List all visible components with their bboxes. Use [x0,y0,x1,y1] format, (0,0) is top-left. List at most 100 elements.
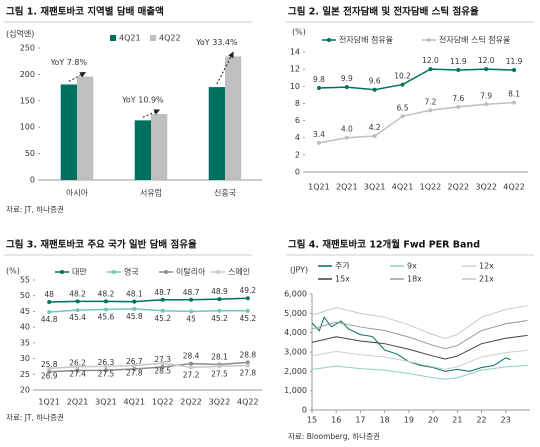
data-label: 26.7 [126,357,143,366]
x-tick-label: 17 [355,416,365,425]
y-tick-label: 50 [25,149,35,158]
point [217,364,222,369]
data-label: 48.2 [98,289,115,298]
bar [77,76,94,180]
x-tick-label: 23 [501,416,511,425]
data-label: 7.9 [480,91,492,100]
data-label: 27.3 [154,355,171,364]
point [47,300,52,304]
legend-marker [164,270,168,274]
x-tick-label: 1Q21 [308,183,330,192]
data-label: 48.1 [126,290,143,299]
point [217,308,222,313]
series-line [49,361,248,373]
x-tick-label: 1Q21 [38,398,60,407]
y-unit: (%) [292,28,306,37]
point [132,366,137,371]
point [47,366,52,371]
point [132,363,137,368]
y-tick-label: 0 [30,176,35,185]
point [160,361,165,366]
x-tick-label: 서유럽 [140,189,162,198]
data-label: 27.4 [69,370,86,379]
point [189,361,194,366]
legend-label: 스페인 [228,267,250,277]
point [189,297,194,302]
y-tick-label: 50 [20,291,30,300]
y-tick-label: 4 [295,133,300,142]
point [132,306,137,311]
yoy-arrow [68,72,87,82]
legend-label: 15x [335,275,350,284]
data-label: 11.9 [450,57,467,66]
series-line [318,68,515,91]
point [47,310,52,315]
point [103,307,108,312]
data-label: 45.2 [211,314,228,323]
point [75,368,80,373]
data-label: 9.6 [369,77,381,86]
data-label: 7.2 [424,97,436,106]
point [189,365,194,370]
legend-marker [112,270,116,274]
y-tick-label: 45 [20,307,30,316]
x-tick-label: 신흥국 [214,188,236,198]
point [400,114,405,119]
point [316,86,321,90]
source: 자료: Bloomberg, 하나증권 [288,431,380,441]
data-label: 48 [44,290,54,299]
x-tick-label: 1Q22 [420,183,442,192]
y-tick-label: 12 [290,65,300,74]
point [132,299,137,304]
point [512,100,517,105]
legend-label: 18x [407,275,422,284]
series-line [49,297,248,303]
legend-label: 4Q21 [119,34,141,43]
data-label: 28.8 [239,350,256,359]
legend-swatch [150,35,156,41]
legend-swatch [110,35,116,41]
point [103,364,108,369]
x-tick-label: 4Q21 [124,398,146,407]
point [428,67,433,72]
point [344,85,349,90]
y-tick-label: 6 [295,116,300,125]
data-label: 27.5 [211,369,228,378]
x-tick-label: 2Q21 [67,398,89,407]
y-tick-label: 25 [20,370,30,379]
point [456,104,461,109]
data-label: 10.2 [394,72,411,81]
x-tick-label: 21 [452,416,462,425]
annotation: YoY 10.9% [121,96,164,105]
x-tick-label: 3Q21 [95,398,117,407]
point [103,299,108,304]
point [372,87,377,92]
data-label: 45.6 [98,313,115,322]
legend-label: 전자담배 점유율 [339,35,393,45]
legend-label: 21x [479,275,494,284]
chart-title: 그림 4. 재팬토바코 12개월 Fwd PER Band [288,239,480,251]
y-tick-label: 3,000 [284,348,307,357]
data-label: 27.2 [183,370,200,379]
point [316,140,321,145]
y-tick-label: 14 [290,48,300,57]
point [245,308,250,313]
data-label: 9.9 [341,74,353,83]
point [372,134,377,138]
series-line [311,319,528,350]
x-tick-label: 19 [404,416,414,425]
y-unit: (%) [6,267,20,276]
point [484,67,489,72]
x-tick-label: 3Q21 [364,183,386,192]
x-tick-label: 2Q22 [448,183,470,192]
data-label: 49.2 [239,286,256,295]
data-label: 26.9 [41,371,58,380]
point [75,299,80,304]
point [75,364,80,369]
data-label: 27.8 [239,368,256,377]
data-label: 48.2 [69,289,86,298]
legend-label: 전자담배 스틱 점유율 [439,35,510,45]
y-tick-label: 4,000 [284,328,307,337]
y-tick-label: 6,000 [284,290,307,299]
